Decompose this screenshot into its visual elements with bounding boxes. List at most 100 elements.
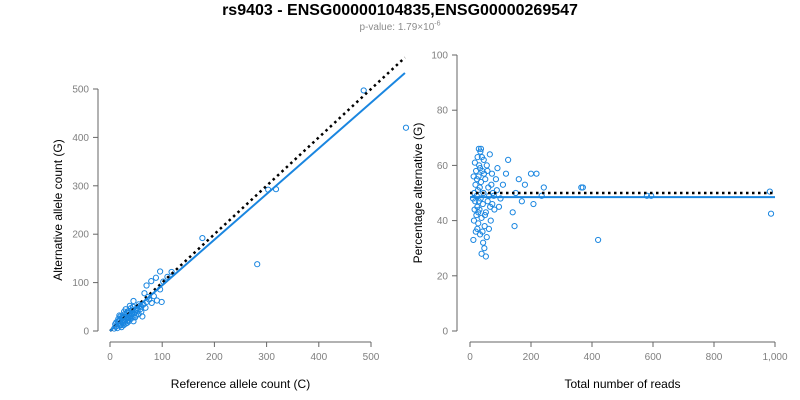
- x-axis-label: Total number of reads: [564, 377, 680, 391]
- data-point: [474, 154, 481, 161]
- chart-title: rs9403 - ENSG00000104835,ENSG00000269547: [222, 2, 578, 19]
- data-point: [486, 151, 493, 158]
- y-tick-label: 60: [437, 161, 449, 172]
- x-tick-label: 200: [206, 352, 223, 363]
- data-point: [168, 268, 175, 276]
- data-point: [530, 200, 537, 208]
- y-tick-label: 40: [437, 216, 449, 227]
- data-point: [490, 192, 497, 199]
- data-point: [491, 206, 498, 213]
- data-point: [118, 324, 125, 331]
- y-tick-label: 0: [83, 327, 89, 338]
- data-point: [476, 162, 483, 169]
- data-point: [470, 236, 477, 244]
- data-point: [127, 314, 134, 322]
- y-tick-label: 100: [431, 51, 448, 62]
- data-point: [469, 195, 477, 202]
- data-point: [484, 198, 491, 205]
- reference-line: [109, 56, 406, 332]
- data-point: [402, 124, 410, 131]
- y-tick-label: 20: [437, 271, 449, 282]
- data-point: [484, 167, 491, 175]
- y-tick-label: 400: [72, 133, 89, 144]
- x-tick-label: 400: [584, 352, 601, 363]
- data-point: [493, 187, 500, 194]
- data-point: [502, 170, 510, 177]
- x-tick-label: 400: [310, 352, 327, 363]
- data-point: [479, 228, 486, 235]
- data-point: [360, 87, 367, 94]
- data-point: [139, 313, 146, 320]
- data-point: [766, 188, 773, 195]
- data-point: [521, 181, 529, 188]
- data-point: [474, 225, 481, 232]
- data-point: [478, 250, 485, 257]
- data-point: [767, 210, 775, 217]
- pvalue-exponent: -6: [434, 20, 441, 28]
- data-point: [505, 156, 512, 163]
- data-point: [157, 268, 164, 275]
- data-point: [130, 297, 137, 305]
- data-point: [148, 299, 155, 307]
- data-point: [478, 154, 485, 161]
- y-tick-label: 300: [72, 181, 89, 192]
- y-tick-label: 500: [72, 85, 89, 96]
- data-point: [471, 159, 478, 166]
- data-point: [483, 234, 490, 241]
- data-point: [148, 278, 155, 285]
- data-point: [470, 217, 478, 224]
- data-point: [488, 170, 496, 177]
- y-tick-label: 0: [442, 327, 448, 338]
- data-point: [489, 200, 496, 208]
- fit-line: [109, 72, 406, 332]
- data-point: [494, 165, 501, 172]
- data-point: [482, 209, 489, 216]
- y-axis-label: Alternative allele count (G): [51, 139, 65, 280]
- data-point: [492, 176, 500, 183]
- data-point: [477, 145, 485, 152]
- data-point: [482, 176, 489, 183]
- data-point: [595, 236, 602, 244]
- data-point: [164, 273, 171, 280]
- data-point: [533, 170, 540, 177]
- x-tick-label: 0: [467, 352, 473, 363]
- data-point: [480, 189, 487, 197]
- data-point: [122, 306, 129, 313]
- data-point: [475, 198, 482, 205]
- y-tick-label: 100: [72, 278, 89, 289]
- data-point: [483, 162, 490, 169]
- data-point: [509, 209, 516, 216]
- data-point: [254, 261, 261, 268]
- x-tick-label: 800: [706, 352, 723, 363]
- data-point: [499, 181, 507, 188]
- y-tick-label: 80: [437, 106, 449, 117]
- data-point: [141, 290, 148, 297]
- data-point: [472, 181, 479, 188]
- x-tick-label: 200: [523, 352, 540, 363]
- data-point: [158, 298, 165, 306]
- x-tick-label: 0: [107, 352, 113, 363]
- data-point: [143, 282, 150, 289]
- y-tick-label: 200: [72, 230, 89, 241]
- x-tick-label: 300: [258, 352, 275, 363]
- pvalue-text: p-value: 1.79×10: [359, 22, 435, 33]
- data-point: [515, 176, 522, 183]
- data-point: [481, 245, 488, 252]
- data-point: [540, 184, 547, 191]
- data-point: [480, 239, 487, 246]
- data-point: [511, 223, 518, 230]
- data-point: [112, 323, 119, 330]
- x-tick-label: 100: [154, 352, 171, 363]
- data-point: [142, 304, 149, 311]
- x-tick-label: 1,000: [762, 352, 787, 363]
- data-point: [478, 214, 485, 221]
- data-point: [475, 209, 482, 216]
- pvalue-subtitle: p-value: 1.79×10-6: [0, 20, 800, 33]
- data-point: [495, 203, 503, 210]
- data-point: [126, 302, 133, 309]
- data-point: [152, 274, 160, 281]
- x-axis-label: Reference allele count (C): [171, 377, 310, 391]
- data-point: [199, 234, 206, 242]
